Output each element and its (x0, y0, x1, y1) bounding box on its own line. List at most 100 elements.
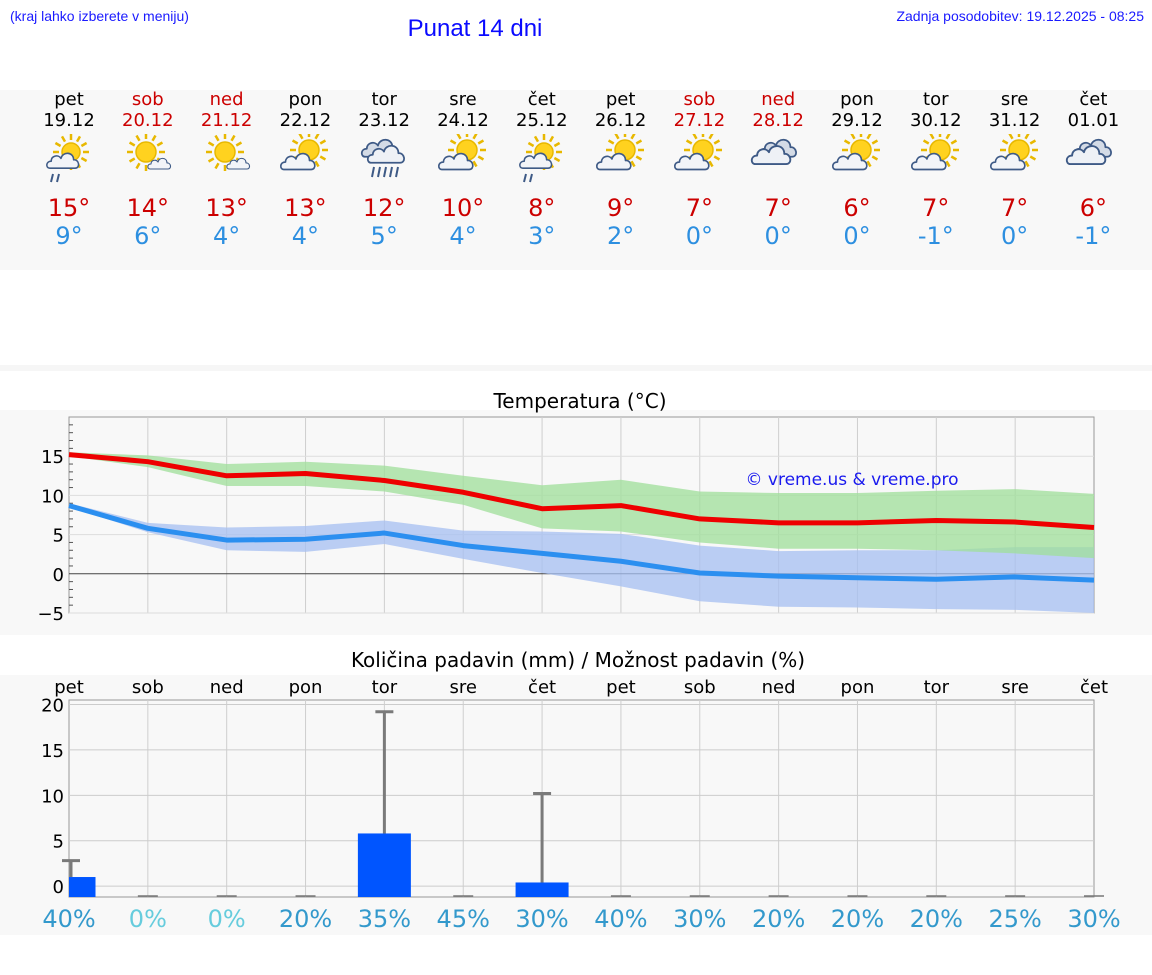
max-temp: 7° (764, 194, 792, 222)
max-temp: 12° (362, 194, 406, 222)
sun-cloud-drizzle-icon (502, 134, 582, 192)
max-temp-line (68, 452, 1095, 531)
day-column: sob 20.12 14° 6° (108, 89, 188, 251)
sun-cloud-icon (423, 134, 503, 192)
day-name: ned (209, 89, 244, 110)
day-date: 22.12 (279, 110, 332, 131)
x-tick-label: pet (54, 677, 84, 698)
precip-probability: 0% (129, 905, 167, 933)
min-temp: -1° (917, 222, 954, 250)
day-column: ned 28.12 7° 0° (738, 90, 818, 250)
chart-title: Količina padavin (mm) / Možnost padavin … (351, 648, 805, 672)
x-tick-label: čet (1080, 677, 1108, 698)
day-date: 26.12 (594, 110, 647, 131)
day-column: tor 30.12 7° -1° (896, 89, 976, 251)
cloudy-icon (738, 134, 818, 192)
precip-probability: 40% (42, 905, 95, 933)
day-name: pet (605, 89, 636, 110)
precip-probability: 30% (1067, 905, 1120, 933)
day-name: čet (1079, 89, 1108, 110)
cloudy-icon (1053, 134, 1133, 192)
min-temp: 4° (291, 222, 320, 250)
sun-cloud-icon (265, 134, 345, 192)
day-column: sob 27.12 7° 0° (659, 89, 739, 251)
day-date: 29.12 (831, 110, 883, 131)
day-date: 27.12 (673, 110, 726, 131)
max-temp: 7° (1000, 194, 1029, 222)
day-date: 25.12 (516, 110, 568, 131)
precip-probability: 40% (594, 905, 647, 933)
separator (0, 365, 1152, 371)
x-tick-label: pon (841, 677, 875, 698)
y-tick-label: 5 (53, 832, 64, 853)
x-tick-label: čet (528, 677, 556, 698)
min-temp: 4° (212, 222, 241, 250)
min-temp: 2° (606, 222, 635, 250)
cloud-rain-icon (344, 134, 424, 192)
day-column: ned 21.12 13° 4° (187, 89, 267, 251)
precip-probability: 30% (515, 905, 568, 933)
day-date: 23.12 (358, 110, 410, 131)
max-temp: 7° (685, 194, 714, 222)
min-temp-line (68, 503, 1095, 583)
day-name: tor (923, 89, 949, 110)
day-date: 20.12 (122, 110, 174, 131)
max-temp: 6° (1079, 194, 1108, 222)
y-tick-label: 5 (53, 526, 64, 547)
min-temp: -1° (1075, 222, 1112, 250)
precip-probability: 25% (988, 905, 1041, 933)
y-tick-label: 20 (41, 696, 64, 717)
y-tick-label: 0 (53, 877, 64, 898)
max-temp: 13° (205, 194, 248, 222)
x-tick-label: sre (1001, 677, 1028, 698)
day-date: 31.12 (988, 110, 1041, 131)
sun-cloud-icon (896, 134, 976, 192)
precip-probability: 30% (673, 905, 726, 933)
x-tick-label: ned (762, 677, 796, 698)
max-temp: 14° (126, 194, 170, 222)
min-temp: 6° (134, 222, 162, 250)
day-name: sob (131, 89, 164, 110)
precip-bar (515, 882, 569, 897)
temperature-chart: Temperatura (°C) −5 0 5 10 15 © vreme.us & vre… (0, 389, 1152, 635)
day-date: 24.12 (437, 110, 489, 131)
x-tick-label: pet (606, 677, 636, 698)
day-name: pon (840, 89, 874, 110)
precip-probability: 20% (752, 905, 805, 933)
sun-cloud-icon (581, 134, 661, 192)
day-column: pet 26.12 9° 2° (581, 89, 661, 251)
day-column: sre 31.12 7° 0° (975, 90, 1055, 251)
x-tick-label: sob (684, 677, 716, 698)
day-column: sre 24.12 10° 4° (423, 90, 503, 251)
day-column: pon 22.12 13° 4° (265, 90, 345, 251)
precipitation-chart: Količina padavin (mm) / Možnost padavin … (0, 648, 1152, 935)
max-temp: 7° (922, 194, 950, 222)
sun-cloud-icon (817, 134, 897, 192)
location-hint: (kraj lahko izberete v meniju) (10, 8, 189, 24)
copyright-annotation: © vreme.us & vreme.pro (745, 470, 958, 490)
y-tick-label: 15 (41, 741, 64, 762)
min-temp: 9° (55, 222, 83, 250)
chart-title: Temperatura (°C) (492, 389, 666, 413)
day-name: ned (761, 89, 796, 110)
max-temp: 8° (528, 194, 556, 222)
sun-cloud-drizzle-icon (29, 134, 109, 192)
sun-cloud-icon (659, 134, 739, 192)
precip-probability: 20% (279, 905, 332, 933)
precip-bar (69, 877, 96, 897)
page-title: Punat 14 dni (407, 15, 543, 42)
day-date: 19.12 (43, 110, 95, 131)
y-tick-label: 10 (41, 486, 64, 507)
day-name: sob (683, 89, 716, 110)
y-tick-label: 15 (41, 447, 64, 468)
precip-probability: 20% (831, 905, 884, 933)
max-temp: 15° (47, 194, 91, 222)
y-tick-label: 10 (41, 786, 64, 807)
day-date: 21.12 (200, 110, 253, 131)
max-temp: 10° (441, 194, 485, 222)
max-temp: 13° (284, 194, 327, 222)
min-temp: 0° (843, 222, 871, 250)
x-tick-label: sre (449, 677, 476, 698)
min-temp: 0° (1000, 222, 1029, 250)
y-tick-label: 0 (53, 565, 64, 586)
